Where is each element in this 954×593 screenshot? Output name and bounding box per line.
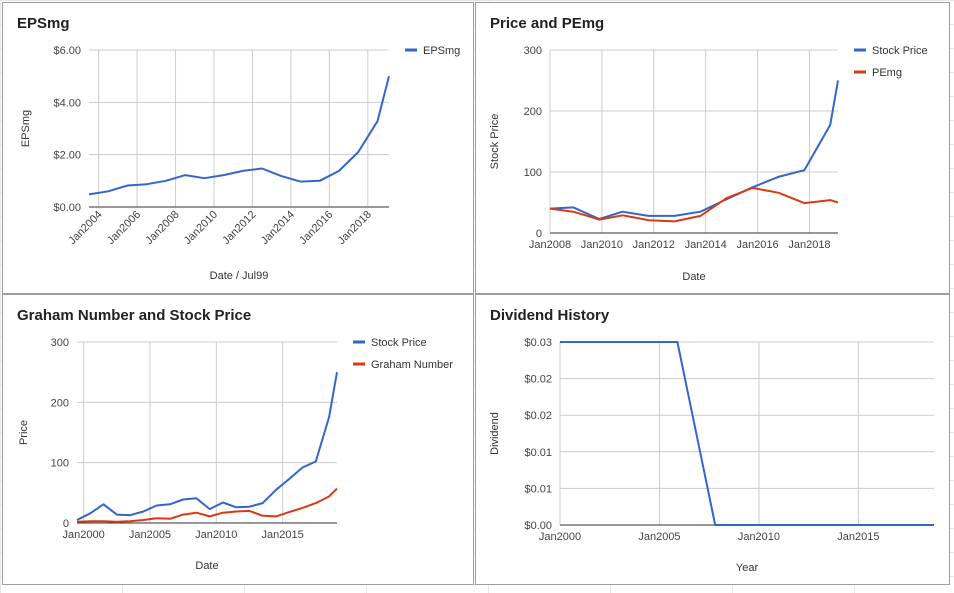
legend-label: Stock Price bbox=[872, 45, 928, 57]
x-tick-label: Jan2000 bbox=[539, 531, 581, 543]
chart-title: Graham Number and Stock Price bbox=[17, 307, 252, 324]
x-tick-label: Jan2014 bbox=[685, 239, 727, 251]
eps-chart-panel: EPSmg $0.00 $2.00 $4.00 $6.00 Jan2004 Jan2006… bbox=[2, 2, 474, 294]
series-line-epsmg bbox=[88, 75, 390, 196]
x-axis-title: Date / Jul99 bbox=[210, 270, 269, 282]
graham-chart: 0 100 200 300 Jan2000 Jan2005 Jan2010 Jan2015 Pr… bbox=[18, 337, 453, 572]
chart-title: Price and PEmg bbox=[490, 15, 605, 32]
legend-label: Graham Number bbox=[371, 359, 453, 371]
x-tick-label: Jan2015 bbox=[262, 529, 304, 541]
y-axis-title: Price bbox=[18, 420, 30, 445]
legend-label: PEmg bbox=[872, 67, 902, 79]
x-tick-label: Jan2015 bbox=[837, 531, 879, 543]
eps-chart: $0.00 $2.00 $4.00 $6.00 Jan2004 Jan2006 Jan200… bbox=[20, 45, 460, 282]
x-tick-label: Jan2008 bbox=[143, 209, 181, 247]
y-tick-label: $6.00 bbox=[53, 45, 81, 57]
y-tick-label: $0.03 bbox=[524, 337, 552, 349]
y-tick-label: $0.02 bbox=[524, 374, 552, 386]
x-tick-label: Jan2008 bbox=[529, 239, 571, 251]
y-axis-title: Dividend bbox=[489, 412, 501, 455]
y-tick-label: $0.01 bbox=[524, 447, 552, 459]
y-tick-label: 100 bbox=[51, 458, 69, 470]
series-line-stock-price bbox=[76, 372, 338, 521]
x-tick-label: Jan2018 bbox=[788, 239, 830, 251]
x-tick-label: Jan2010 bbox=[195, 529, 237, 541]
y-tick-label: 0 bbox=[63, 518, 69, 530]
y-tick-label: $0.00 bbox=[53, 202, 81, 214]
y-tick-label: 300 bbox=[51, 337, 69, 349]
x-tick-label: Jan2005 bbox=[638, 531, 680, 543]
x-tick-label: Jan2012 bbox=[633, 239, 675, 251]
series-line-line bbox=[560, 341, 934, 526]
chart-title: Dividend History bbox=[490, 307, 610, 324]
pe-chart-panel: Price and PEmg 0 100 200 300 Jan2008 Jan2010 J… bbox=[475, 2, 950, 294]
series-line-graham-number bbox=[76, 487, 338, 523]
x-axis-title: Year bbox=[736, 562, 759, 574]
y-tick-label: $0.00 bbox=[524, 520, 552, 532]
y-tick-label: $2.00 bbox=[53, 150, 81, 162]
dividend-chart-panel: Dividend History $0.00 $0.01 $0.01 $0.02 $0.… bbox=[475, 294, 950, 585]
y-axis-title: Stock Price bbox=[489, 114, 501, 170]
x-tick-label: Jan2004 bbox=[66, 209, 104, 247]
y-axis-title: EPSmg bbox=[20, 110, 32, 147]
series-line-pemg bbox=[549, 186, 839, 223]
x-tick-label: Jan2018 bbox=[336, 209, 374, 247]
y-tick-label: 200 bbox=[51, 397, 69, 409]
pe-chart: 0 100 200 300 Jan2008 Jan2010 Jan2012 Jan2014 Ja… bbox=[489, 45, 928, 283]
x-tick-label: Jan2010 bbox=[182, 209, 220, 247]
y-tick-label: $0.02 bbox=[524, 410, 552, 422]
y-tick-label: 0 bbox=[536, 228, 542, 240]
graham-chart-panel: Graham Number and Stock Price 0 100 200 300… bbox=[2, 294, 474, 585]
x-tick-label: Jan2012 bbox=[220, 209, 258, 247]
x-tick-label: Jan2000 bbox=[63, 529, 105, 541]
y-tick-label: 300 bbox=[524, 45, 542, 57]
y-tick-label: 200 bbox=[524, 106, 542, 118]
dividend-chart: $0.00 $0.01 $0.01 $0.02 $0.02 $0.03 Jan2000 Jan… bbox=[489, 337, 934, 574]
x-tick-label: Jan2014 bbox=[259, 209, 297, 247]
x-tick-label: Jan2005 bbox=[129, 529, 171, 541]
legend-label: EPSmg bbox=[423, 45, 460, 57]
chart-title: EPSmg bbox=[17, 15, 70, 32]
x-tick-label: Jan2006 bbox=[105, 209, 143, 247]
y-tick-label: 100 bbox=[524, 167, 542, 179]
x-axis-title: Date bbox=[195, 560, 218, 572]
y-tick-label: $0.01 bbox=[524, 483, 552, 495]
x-axis-title: Date bbox=[682, 271, 705, 283]
legend-label: Stock Price bbox=[371, 337, 427, 349]
x-tick-label: Jan2010 bbox=[581, 239, 623, 251]
x-tick-label: Jan2016 bbox=[736, 239, 778, 251]
x-tick-label: Jan2016 bbox=[297, 209, 335, 247]
x-tick-label: Jan2010 bbox=[738, 531, 780, 543]
y-tick-label: $4.00 bbox=[53, 97, 81, 109]
